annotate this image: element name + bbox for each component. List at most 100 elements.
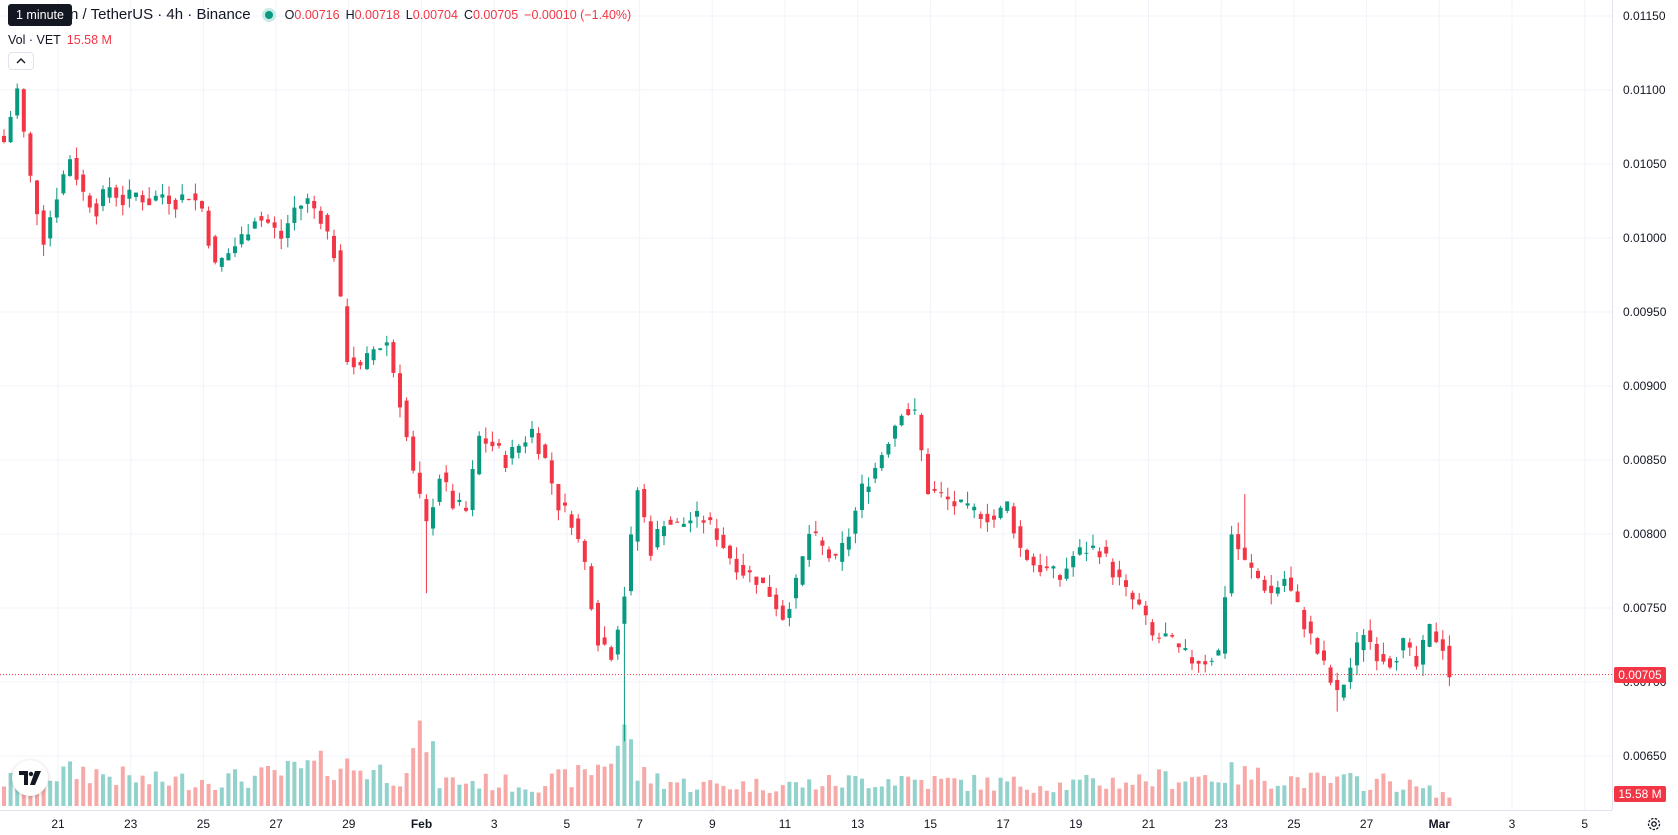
- candle-body: [780, 605, 785, 620]
- volume-bar: [1262, 780, 1267, 806]
- volume-bar: [1216, 782, 1221, 806]
- volume-bar: [1275, 785, 1280, 806]
- time-tick-label: 21: [1141, 817, 1156, 831]
- volume-bar: [589, 775, 594, 806]
- candle-body: [1394, 661, 1399, 663]
- candle-body: [101, 189, 105, 206]
- candle-body: [741, 564, 746, 576]
- volume-bar: [411, 748, 416, 806]
- volume-bar: [800, 787, 805, 806]
- price-chart[interactable]: [0, 0, 1612, 810]
- volume-bar: [1388, 781, 1392, 806]
- symbol-legend[interactable]: n / TetherUS · 4h · Binance O0.00716 H0.…: [8, 6, 631, 23]
- price-tick-label: 0.01150: [1623, 9, 1666, 23]
- candle-body: [959, 499, 963, 502]
- candle-body: [708, 517, 713, 521]
- tradingview-logo-icon[interactable]: [12, 760, 48, 796]
- candle-body: [266, 219, 270, 223]
- candle-body: [1077, 547, 1082, 555]
- candle-body: [1209, 660, 1214, 662]
- volume-legend[interactable]: Vol · VET 15.58 M: [8, 33, 112, 47]
- candle-body: [483, 438, 488, 444]
- chart-pane[interactable]: [0, 0, 1612, 810]
- candle-body: [35, 180, 39, 215]
- time-tick-label: 29: [342, 817, 356, 831]
- candle-body: [1427, 623, 1432, 647]
- market-status-icon[interactable]: [264, 10, 273, 19]
- volume-bar: [391, 785, 396, 806]
- candle-body: [1124, 580, 1128, 587]
- volume-bar: [1117, 788, 1122, 806]
- gear-icon[interactable]: [1646, 816, 1662, 832]
- candle-body: [345, 306, 350, 363]
- candle-body: [1137, 599, 1142, 605]
- volume-bar: [985, 777, 990, 806]
- candle-body: [1328, 667, 1333, 683]
- time-tick-label: 3: [490, 817, 498, 831]
- candle-body: [68, 159, 72, 176]
- candle-body: [358, 362, 363, 366]
- candle-body: [1421, 639, 1425, 665]
- candle-body: [1447, 645, 1452, 678]
- candle-body: [893, 425, 897, 439]
- ohlc-low: L0.00704: [405, 7, 458, 22]
- volume-bar: [1249, 779, 1254, 806]
- candle-body: [1308, 621, 1313, 634]
- volume-bar: [1104, 788, 1109, 806]
- volume-bar: [464, 783, 468, 806]
- volume-bar: [1434, 797, 1439, 806]
- candle-body: [213, 236, 218, 263]
- candle-body: [998, 507, 1003, 518]
- volume-bar: [1447, 797, 1452, 806]
- volume-bar: [1176, 782, 1181, 806]
- volume-bar: [134, 782, 138, 806]
- ohlc-close: C0.00705: [463, 7, 519, 22]
- volume-label: Vol · VET: [8, 33, 61, 47]
- candle-body: [74, 157, 79, 180]
- candle-body: [879, 455, 884, 469]
- collapse-legend-button[interactable]: [8, 52, 34, 70]
- candle-body: [1374, 643, 1379, 662]
- candle-body: [794, 577, 798, 599]
- volume-bar: [1282, 785, 1287, 806]
- candle-body: [635, 490, 640, 542]
- time-tick-label: 27: [269, 817, 283, 831]
- candle-body: [134, 192, 138, 198]
- candle-body: [1434, 631, 1439, 643]
- candle-body: [21, 89, 26, 132]
- volume-bar: [615, 745, 620, 806]
- candle-body: [239, 234, 244, 245]
- volume-bar: [866, 788, 871, 806]
- time-axis[interactable]: 21 23 25 27 29 Feb 3 5 7 9 11 13 15 17 19 21 23 25 27 Mar 3 5: [0, 810, 1612, 835]
- candle-body: [8, 116, 13, 143]
- candle-body: [1262, 579, 1267, 591]
- candle-body: [827, 549, 831, 559]
- volume-bar: [41, 783, 46, 806]
- volume-bar: [655, 773, 660, 806]
- volume-bar: [259, 767, 264, 806]
- volume-bar: [728, 789, 732, 806]
- candle-body: [1130, 592, 1135, 600]
- candle-body: [714, 528, 719, 540]
- candle-body: [61, 174, 66, 194]
- price-tick-label: 0.01000: [1623, 231, 1667, 245]
- candle-body: [1097, 551, 1102, 558]
- volume-bar: [1269, 788, 1274, 806]
- volume-bar: [1322, 775, 1326, 806]
- volume-tag: 15.58 M: [1614, 786, 1666, 802]
- candle-body: [873, 467, 878, 479]
- price-axis[interactable]: 0.01150 0.01100 0.01050 0.01000 0.00950 0.009…: [1612, 0, 1678, 810]
- time-tick-label: 21: [51, 817, 65, 831]
- volume-bar: [1143, 781, 1148, 806]
- candle-body: [503, 454, 508, 468]
- volume-bar: [1328, 782, 1333, 806]
- volume-bar: [734, 789, 739, 806]
- symbol-title[interactable]: n / TetherUS · 4h · Binance: [70, 6, 251, 23]
- candle-body: [767, 586, 772, 597]
- time-tick-label: 19: [1069, 817, 1083, 831]
- candle-body: [94, 203, 99, 217]
- candle-body: [219, 257, 224, 267]
- candle-body: [1302, 609, 1307, 630]
- volume-bar: [1011, 776, 1016, 806]
- candle-body: [919, 414, 924, 451]
